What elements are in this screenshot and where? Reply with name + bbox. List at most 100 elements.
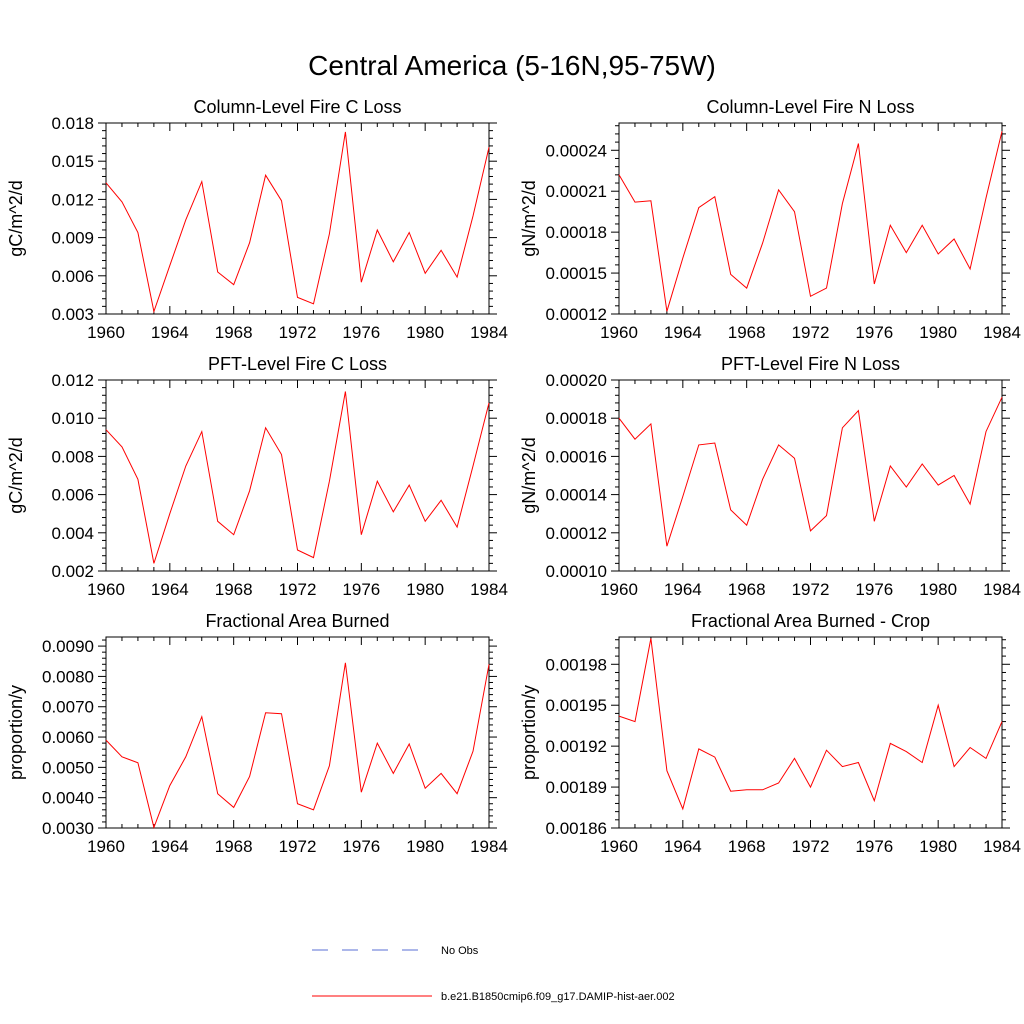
x-tick-label: 1984	[983, 323, 1021, 342]
chart-panel-4: PFT-Level Fire N Loss gN/m^2/d 1960 1964 196…	[519, 354, 1021, 599]
x-tick-label: 1980	[919, 323, 957, 342]
panel-title: Column-Level Fire N Loss	[706, 97, 914, 117]
x-tick-label: 1964	[664, 323, 702, 342]
y-tick-label: 0.002	[51, 562, 94, 581]
y-tick-label: 0.012	[51, 190, 94, 209]
x-tick-label: 1964	[151, 323, 189, 342]
x-tick-label: 1968	[215, 837, 253, 856]
x-tick-label: 1976	[342, 323, 380, 342]
x-tick-label: 1972	[792, 580, 830, 599]
y-axis-label: gC/m^2/d	[6, 180, 26, 256]
chart-panel-3: PFT-Level Fire C Loss gC/m^2/d 1960 1964 196…	[6, 354, 508, 599]
y-tick-label: 0.012	[51, 371, 94, 390]
x-tick-label: 1972	[279, 837, 317, 856]
x-tick-label: 1976	[342, 837, 380, 856]
x-tick-label: 1976	[855, 837, 893, 856]
x-tick-label: 1972	[279, 323, 317, 342]
legend-label-no-obs: No Obs	[441, 945, 479, 957]
x-tick-label: 1980	[406, 580, 444, 599]
x-tick-label: 1968	[728, 580, 766, 599]
y-axis-label: proportion/y	[6, 685, 26, 780]
figure-title: Central America (5-16N,95-75W)	[308, 50, 716, 81]
panel-title: Fractional Area Burned	[205, 611, 389, 631]
series-line-1	[105, 131, 490, 314]
x-tick-label: 1960	[87, 837, 125, 856]
y-tick-label: 0.004	[51, 524, 94, 543]
x-tick-label: 1960	[600, 580, 638, 599]
series-line-1	[618, 396, 1003, 547]
series-line-1	[618, 131, 1003, 312]
y-axis-label: proportion/y	[519, 685, 539, 780]
chart-panel-5: Fractional Area Burned proportion/y 1960 19…	[6, 611, 508, 856]
y-tick-label: 0.00189	[546, 778, 607, 797]
plot-frame	[105, 636, 490, 829]
x-tick-label: 1972	[279, 580, 317, 599]
y-axis-label: gN/m^2/d	[519, 180, 539, 256]
y-tick-label: 0.018	[51, 114, 94, 133]
y-tick-label: 0.0070	[42, 698, 94, 717]
x-tick-label: 1968	[215, 580, 253, 599]
x-tick-label: 1980	[919, 837, 957, 856]
x-tick-label: 1968	[215, 323, 253, 342]
x-tick-label: 1964	[664, 837, 702, 856]
y-tick-label: 0.00186	[546, 819, 607, 838]
panel-title: PFT-Level Fire N Loss	[721, 354, 900, 374]
y-tick-label: 0.00012	[546, 305, 607, 324]
y-tick-label: 0.00195	[546, 696, 607, 715]
y-tick-label: 0.0050	[42, 758, 94, 777]
x-tick-label: 1976	[855, 580, 893, 599]
x-tick-label: 1964	[664, 580, 702, 599]
x-tick-label: 1960	[600, 837, 638, 856]
x-tick-label: 1984	[470, 323, 508, 342]
x-tick-label: 1968	[728, 837, 766, 856]
x-tick-label: 1972	[792, 837, 830, 856]
y-tick-label: 0.00014	[546, 486, 607, 505]
panel-title: Column-Level Fire C Loss	[193, 97, 401, 117]
x-tick-label: 1984	[470, 837, 508, 856]
y-tick-label: 0.003	[51, 305, 94, 324]
y-axis-label: gN/m^2/d	[519, 437, 539, 513]
x-tick-label: 1980	[406, 323, 444, 342]
plot-frame	[618, 636, 1003, 829]
x-tick-label: 1984	[983, 837, 1021, 856]
chart-panel-6: Fractional Area Burned - Crop proportion/…	[519, 611, 1021, 856]
y-tick-label: 0.00021	[546, 182, 607, 201]
y-tick-label: 0.008	[51, 447, 94, 466]
y-tick-label: 0.00016	[546, 447, 607, 466]
x-tick-label: 1984	[470, 580, 508, 599]
x-tick-label: 1964	[151, 580, 189, 599]
y-axis-label: gC/m^2/d	[6, 437, 26, 513]
y-tick-label: 0.00012	[546, 524, 607, 543]
x-tick-label: 1960	[87, 580, 125, 599]
y-tick-label: 0.0030	[42, 819, 94, 838]
y-tick-label: 0.0080	[42, 667, 94, 686]
x-tick-label: 1976	[855, 323, 893, 342]
x-tick-label: 1980	[919, 580, 957, 599]
x-tick-label: 1968	[728, 323, 766, 342]
legend: No Obs b.e21.B1850cmip6.f09_g17.DAMIP-hi…	[312, 945, 675, 1003]
y-tick-label: 0.0040	[42, 789, 94, 808]
y-tick-label: 0.006	[51, 486, 94, 505]
y-tick-label: 0.00020	[546, 371, 607, 390]
y-tick-label: 0.00192	[546, 737, 607, 756]
y-tick-label: 0.00198	[546, 655, 607, 674]
y-tick-label: 0.006	[51, 267, 94, 286]
x-tick-label: 1960	[600, 323, 638, 342]
x-tick-label: 1980	[406, 837, 444, 856]
y-tick-label: 0.015	[51, 152, 94, 171]
legend-label-model: b.e21.B1850cmip6.f09_g17.DAMIP-hist-aer.…	[441, 991, 675, 1003]
chart-panel-2: Column-Level Fire N Loss gN/m^2/d 1960 1964…	[519, 97, 1021, 342]
y-tick-label: 0.0090	[42, 637, 94, 656]
x-tick-label: 1984	[983, 580, 1021, 599]
x-tick-label: 1972	[792, 323, 830, 342]
y-tick-label: 0.00024	[546, 141, 607, 160]
chart-panels: Column-Level Fire C Loss gC/m^2/d 1960 1964…	[6, 97, 1021, 856]
y-tick-label: 0.00018	[546, 409, 607, 428]
y-tick-label: 0.010	[51, 409, 94, 428]
series-line-1	[105, 662, 490, 830]
panel-title: PFT-Level Fire C Loss	[208, 354, 387, 374]
panel-title: Fractional Area Burned - Crop	[691, 611, 930, 631]
x-tick-label: 1960	[87, 323, 125, 342]
series-line-1	[105, 391, 490, 564]
